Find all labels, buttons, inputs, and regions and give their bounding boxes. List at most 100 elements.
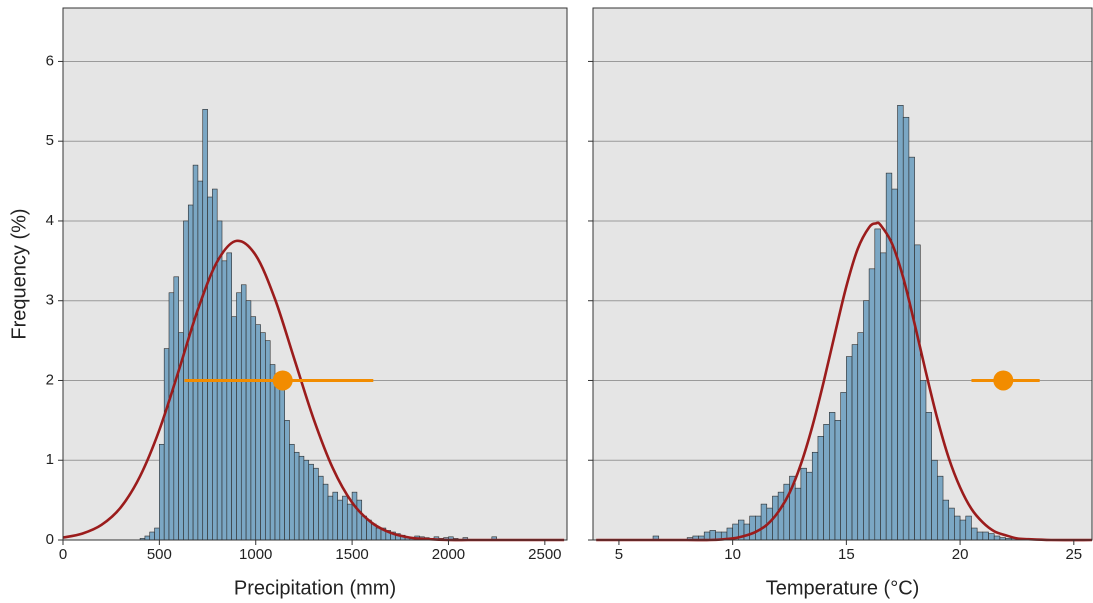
bar bbox=[863, 300, 870, 541]
bar bbox=[245, 300, 252, 541]
bar bbox=[240, 284, 247, 541]
bar bbox=[965, 515, 972, 541]
y-tick-label: 6 bbox=[46, 52, 54, 69]
bar bbox=[942, 499, 950, 541]
bar bbox=[250, 316, 257, 541]
x-tick-label: 500 bbox=[147, 546, 172, 563]
y-tick-label: 1 bbox=[46, 451, 54, 468]
bar bbox=[226, 252, 232, 541]
bar bbox=[313, 467, 319, 541]
bar bbox=[289, 443, 295, 541]
bar bbox=[925, 412, 932, 541]
bar bbox=[274, 380, 281, 541]
bar bbox=[337, 499, 343, 541]
bar bbox=[212, 188, 218, 541]
bar bbox=[284, 420, 290, 541]
bar bbox=[231, 316, 237, 541]
bar bbox=[931, 459, 938, 541]
x-tick-label: 1500 bbox=[335, 546, 368, 563]
bar bbox=[279, 388, 285, 541]
x-tick-label: 2500 bbox=[528, 546, 561, 563]
y-axis-label: Frequency (%) bbox=[8, 208, 30, 339]
x-tick-label: 0 bbox=[59, 546, 67, 563]
bar bbox=[159, 443, 165, 541]
bar bbox=[811, 451, 819, 541]
y-tick-label: 0 bbox=[46, 531, 54, 548]
bar bbox=[954, 515, 961, 541]
y-tick-label: 2 bbox=[46, 371, 54, 388]
x-tick-label: 15 bbox=[838, 546, 855, 563]
bar bbox=[375, 527, 382, 541]
x-tick-label: 10 bbox=[724, 546, 741, 563]
x-tick-label: 25 bbox=[1065, 546, 1082, 563]
plot-background bbox=[63, 8, 567, 540]
bar bbox=[298, 455, 305, 541]
bar bbox=[840, 392, 847, 541]
bar bbox=[937, 475, 944, 541]
bar bbox=[202, 108, 208, 541]
y-tick-label: 3 bbox=[46, 292, 54, 309]
bar bbox=[144, 535, 151, 541]
bar bbox=[902, 116, 910, 541]
x-tick-label: 1000 bbox=[239, 546, 272, 563]
bar bbox=[760, 503, 768, 541]
bar bbox=[823, 424, 830, 541]
bar bbox=[982, 531, 989, 541]
bar bbox=[332, 491, 338, 541]
bar bbox=[356, 499, 363, 541]
x-tick-label: 5 bbox=[615, 546, 623, 563]
bar bbox=[346, 503, 353, 541]
bar bbox=[749, 515, 756, 541]
bar bbox=[269, 364, 276, 541]
bar bbox=[885, 172, 893, 541]
bar bbox=[168, 292, 175, 541]
bar bbox=[197, 180, 204, 541]
bar bbox=[154, 527, 160, 541]
plot-frame bbox=[62, 7, 568, 541]
bar bbox=[327, 495, 334, 541]
x-axis-label: Temperature (°C) bbox=[766, 577, 920, 599]
bar bbox=[308, 463, 314, 541]
bar bbox=[897, 105, 904, 541]
bar bbox=[959, 519, 967, 541]
interval-point bbox=[993, 370, 1014, 391]
bar bbox=[207, 196, 213, 541]
bar bbox=[255, 324, 261, 541]
bar bbox=[293, 451, 300, 541]
interval-point bbox=[272, 370, 293, 391]
bar bbox=[880, 252, 887, 541]
bar bbox=[868, 268, 876, 541]
bar bbox=[817, 436, 824, 541]
bar bbox=[303, 459, 310, 541]
plot-frame bbox=[592, 7, 1093, 541]
bar bbox=[260, 332, 266, 541]
bar bbox=[874, 228, 881, 541]
bar bbox=[322, 483, 329, 541]
bar bbox=[800, 467, 807, 541]
bar bbox=[173, 276, 179, 541]
bar bbox=[777, 491, 785, 541]
bar bbox=[914, 244, 921, 541]
bar bbox=[149, 531, 155, 541]
bar bbox=[891, 188, 898, 541]
bar bbox=[265, 340, 271, 541]
bar bbox=[163, 348, 170, 541]
bar bbox=[236, 292, 242, 541]
y-tick-label: 4 bbox=[46, 212, 54, 229]
bar bbox=[993, 535, 1001, 541]
x-axis-label: Precipitation (mm) bbox=[234, 577, 396, 599]
bar bbox=[806, 471, 813, 541]
fit-curve bbox=[596, 221, 1093, 542]
x-tick-label: 2000 bbox=[432, 546, 465, 563]
bar bbox=[919, 380, 927, 541]
bar bbox=[318, 475, 324, 541]
bar bbox=[976, 531, 984, 541]
bar bbox=[743, 523, 751, 541]
bar bbox=[187, 204, 194, 541]
bar bbox=[846, 356, 853, 541]
bar bbox=[857, 332, 864, 541]
bar bbox=[192, 164, 199, 541]
bar bbox=[948, 507, 955, 541]
bar bbox=[851, 344, 859, 541]
